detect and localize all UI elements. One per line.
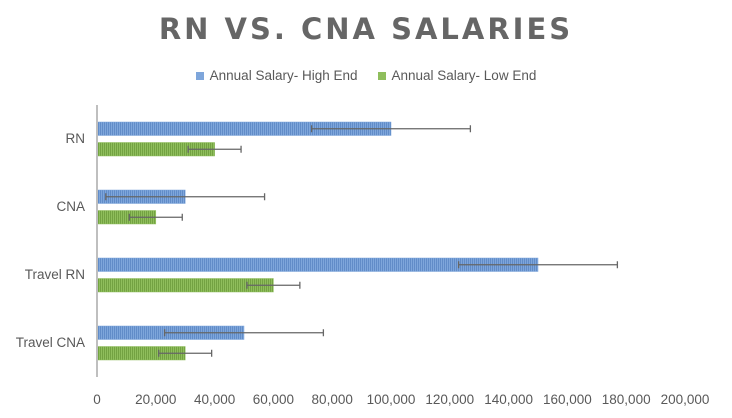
legend-item-high-end: Annual Salary- High End bbox=[195, 68, 358, 83]
x-tick-label: 60,000 bbox=[253, 392, 294, 407]
x-tick-label: 180,000 bbox=[602, 392, 651, 407]
category-label-travel-cna: Travel CNA bbox=[16, 335, 85, 350]
x-tick-label: 80,000 bbox=[312, 392, 353, 407]
x-tick-label: 140,000 bbox=[484, 392, 533, 407]
category-label-travel-rn: Travel RN bbox=[25, 267, 85, 282]
x-tick-label: 0 bbox=[93, 392, 101, 407]
legend-swatch-high-end bbox=[195, 71, 204, 80]
chart-title: RN VS. CNA SALARIES bbox=[158, 12, 574, 46]
chart-legend: Annual Salary- High End Annual Salary- L… bbox=[0, 68, 732, 83]
x-tick-label: 200,000 bbox=[661, 392, 710, 407]
x-tick-label: 20,000 bbox=[135, 392, 176, 407]
x-tick-label: 120,000 bbox=[425, 392, 474, 407]
x-tick-label: 160,000 bbox=[543, 392, 592, 407]
legend-item-low-end: Annual Salary- Low End bbox=[377, 68, 537, 83]
legend-label-high-end: Annual Salary- High End bbox=[209, 68, 358, 83]
category-label-rn: RN bbox=[66, 131, 86, 146]
category-label-cna: CNA bbox=[56, 199, 85, 214]
x-tick-label: 40,000 bbox=[194, 392, 235, 407]
legend-swatch-low-end bbox=[377, 71, 386, 80]
x-tick-label: 100,000 bbox=[367, 392, 416, 407]
legend-label-low-end: Annual Salary- Low End bbox=[391, 68, 537, 83]
